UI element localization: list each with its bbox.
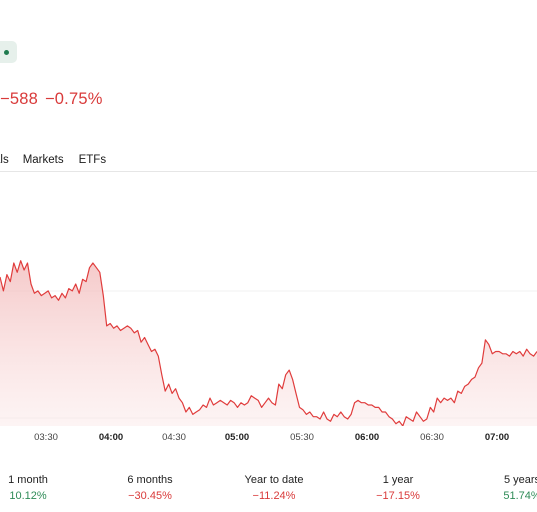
status-dot-icon	[4, 50, 9, 55]
performance-periods: 1 month 10.12% 6 months −30.45% Year to date…	[0, 474, 537, 508]
period-label: 1 year	[382, 474, 414, 486]
period-year-to-date[interactable]: Year to date −11.24%	[245, 474, 304, 502]
x-tick-label: 05:30	[290, 432, 314, 443]
category-tabs: als Markets ETFs	[0, 154, 106, 166]
period-1-month[interactable]: 1 month 10.12%	[8, 474, 48, 502]
period-label: 6 months	[127, 474, 173, 486]
period-label: 1 month	[8, 474, 48, 486]
change-value: −588	[0, 90, 38, 108]
period-value: −11.24%	[252, 490, 296, 502]
x-tick-label: 05:00	[224, 432, 250, 443]
price-change: −588 −0.75%	[0, 90, 110, 109]
x-tick-label: 07:00	[484, 432, 510, 443]
period-value: 10.12%	[9, 490, 47, 502]
tabs-divider	[0, 171, 537, 172]
x-tick-label: 04:00	[98, 432, 124, 443]
tab-etfs[interactable]: ETFs	[78, 154, 107, 166]
price-chart[interactable]	[0, 172, 537, 426]
x-tick-label: 03:30	[34, 432, 58, 443]
x-tick-label: 04:30	[162, 432, 186, 443]
change-percent: −0.75%	[44, 90, 103, 108]
tab-fundamentals[interactable]: als	[0, 154, 9, 166]
period-label: Year to date	[244, 474, 304, 486]
period-label: 5 years	[503, 474, 537, 486]
x-axis: 03:30 04:00 04:30 05:00 05:30 06:00 06:30 07:00	[0, 432, 537, 446]
status-badge	[0, 41, 17, 63]
chart-area-fill	[0, 260, 537, 426]
period-1-year[interactable]: 1 year −17.15%	[376, 474, 420, 502]
period-value: −30.45%	[128, 490, 172, 502]
period-5-years[interactable]: 5 years 51.74%	[503, 474, 537, 502]
x-tick-label: 06:00	[354, 432, 380, 443]
tab-markets[interactable]: Markets	[22, 154, 64, 166]
period-6-months[interactable]: 6 months −30.45%	[127, 474, 172, 502]
x-tick-label: 06:30	[420, 432, 444, 443]
chart-series-line	[0, 260, 537, 426]
period-value: 51.74%	[503, 490, 537, 502]
period-value: −17.15%	[376, 490, 420, 502]
